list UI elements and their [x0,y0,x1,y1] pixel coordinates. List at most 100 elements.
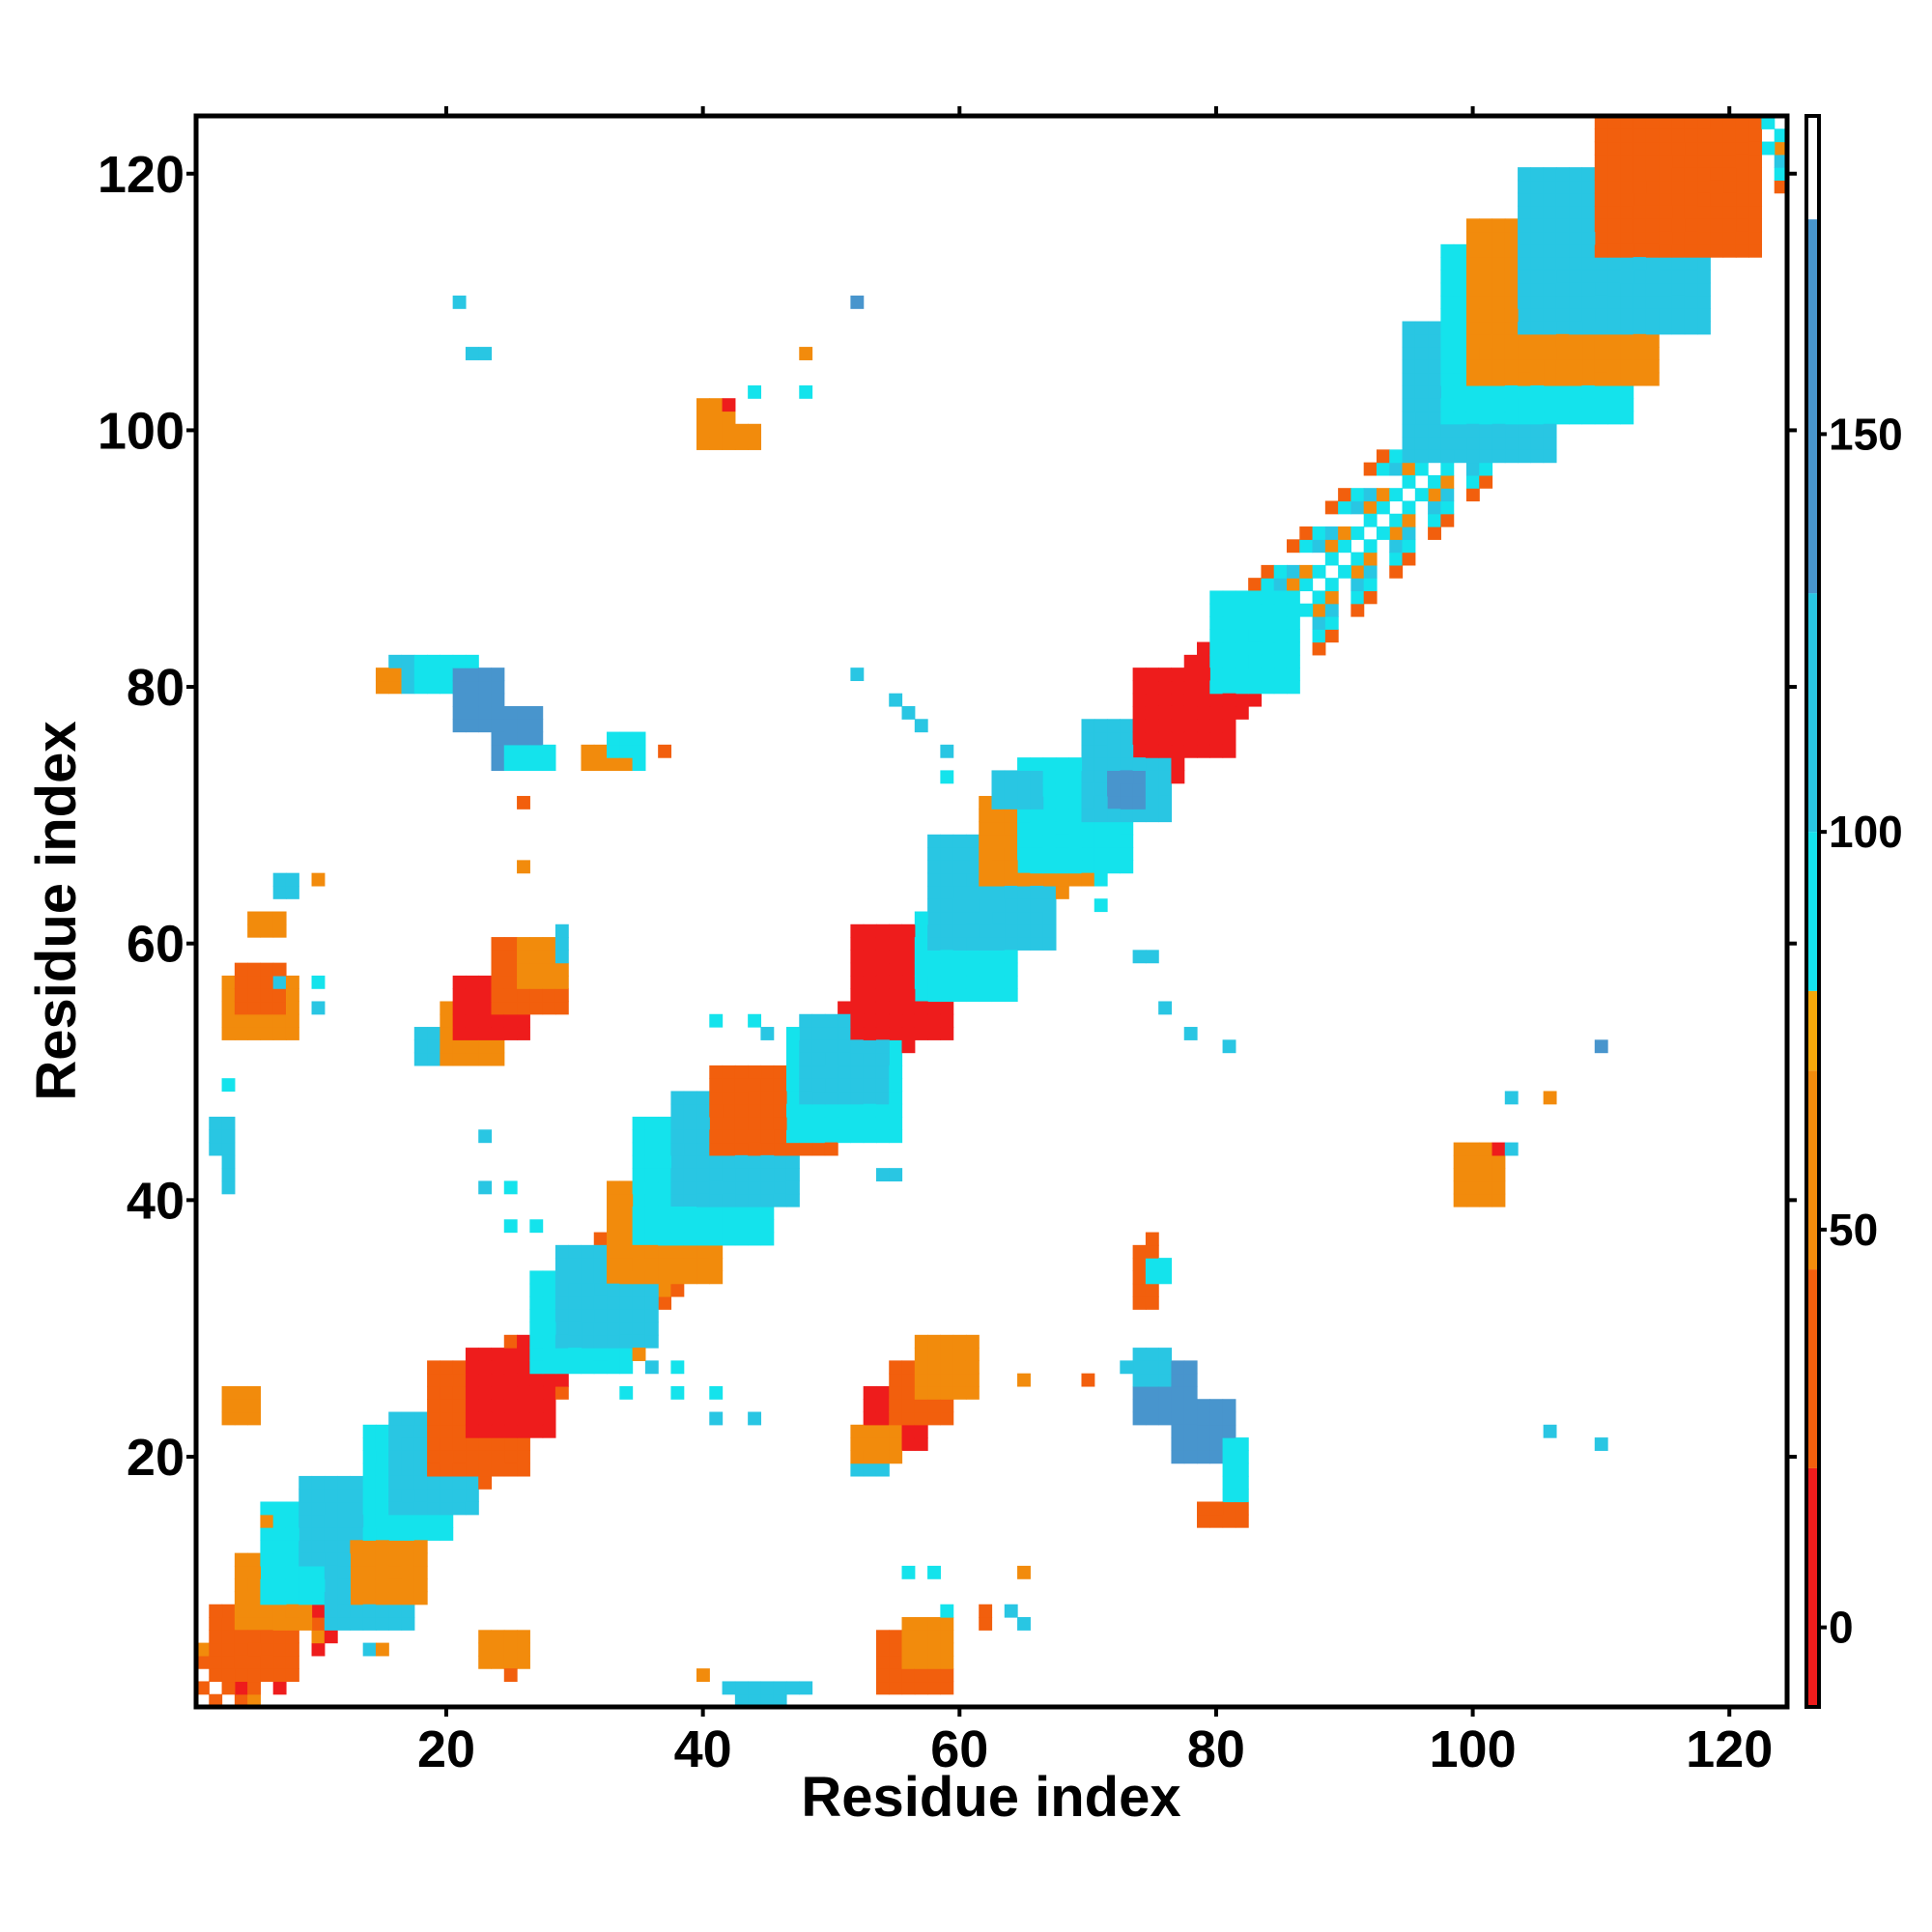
heatmap-cell [1324,526,1339,540]
heatmap-cell [1068,809,1083,823]
heatmap-cell [709,1142,724,1156]
heatmap-cell [1722,180,1737,194]
heatmap-cell [401,1552,415,1567]
heatmap-cell [927,1001,941,1015]
x-tick-label: 80 [1187,1720,1245,1778]
heatmap-cell [863,1103,877,1118]
heatmap-cell [1132,1348,1147,1361]
heatmap-cell [1030,795,1044,810]
heatmap-cell [824,1027,838,1040]
heatmap-cell [1633,333,1647,348]
heatmap-cell [1248,629,1263,643]
heatmap-cell [272,872,287,887]
heatmap-cell [440,1027,454,1040]
heatmap-cell [644,1321,659,1336]
heatmap-cell [1286,680,1300,695]
heatmap-cell [1145,809,1159,823]
heatmap-cell [1004,962,1018,977]
heatmap-cell [1120,757,1134,771]
heatmap-cell [234,1630,248,1644]
heatmap-cell [568,1244,582,1259]
heatmap-cell [388,1578,403,1593]
heatmap-cell [1530,180,1545,194]
heatmap-cell [1273,590,1288,605]
heatmap-cell [1748,218,1763,233]
heatmap-cell [1710,167,1724,182]
heatmap-cell [632,1142,646,1156]
heatmap-cell [478,1373,493,1387]
heatmap-cell [1235,1501,1249,1516]
heatmap-cell [1607,282,1621,297]
heatmap-cell [1363,488,1378,502]
heatmap-cell [413,1411,428,1426]
heatmap-cell [940,1642,954,1657]
heatmap-cell [1081,809,1095,823]
heatmap-cell [1171,744,1185,758]
x-axis-title: Residue index [801,1766,1180,1829]
heatmap-cell [875,1078,890,1093]
heatmap-cell [952,1334,967,1349]
heatmap-cell [452,668,467,682]
heatmap-cell [875,1411,890,1426]
heatmap-cell [478,1630,493,1644]
heatmap-cell [260,1540,274,1554]
heatmap-cell [478,680,493,695]
heatmap-cell [272,911,287,925]
heatmap-cell [619,1385,634,1400]
heatmap-cell [940,950,954,964]
heatmap-cell [1428,449,1441,464]
heatmap-cell [940,1655,954,1669]
heatmap-cell [734,1193,749,1208]
heatmap-cell [927,898,941,913]
heatmap-cell [901,1424,916,1438]
heatmap-cell [1722,205,1737,219]
heatmap-cell [1171,1437,1185,1451]
heatmap-cell [1479,308,1493,323]
heatmap-cell [863,1437,877,1451]
heatmap-cell [863,1385,877,1400]
heatmap-cell [260,1642,274,1657]
heatmap-cell [362,1565,377,1579]
heatmap-cell [1530,398,1545,412]
heatmap-cell [1465,308,1480,323]
y-tick-label: 40 [127,1172,185,1230]
heatmap-cell [260,923,274,938]
heatmap-cell [760,1078,775,1093]
heatmap-cell [503,1463,518,1477]
heatmap-cell [285,1578,299,1593]
heatmap-cell [1774,154,1788,168]
heatmap-cell [1607,243,1621,258]
heatmap-cell [221,1604,236,1618]
heatmap-cell [811,1027,826,1040]
heatmap-cell [1428,513,1441,527]
heatmap-cell [1633,359,1647,374]
heatmap-cell [542,962,556,977]
heatmap-cell [1659,282,1673,297]
heatmap-cell [875,1655,890,1669]
heatmap-cell [979,898,993,913]
heatmap-cell [1620,205,1634,219]
heatmap-cell [529,1270,544,1285]
heatmap-cell [748,1065,762,1079]
heatmap-cell [1428,411,1441,425]
heatmap-cell [388,1617,403,1631]
heatmap-cell [517,719,530,733]
heatmap-cell [1222,1424,1236,1438]
heatmap-cell [1645,270,1660,284]
heatmap-cell [1183,680,1198,695]
heatmap-cell [889,1168,903,1182]
heatmap-cell [1402,437,1416,450]
heatmap-cell [503,1360,518,1375]
heatmap-cell [1645,116,1660,129]
heatmap-cell [619,1258,634,1271]
heatmap-cell [838,1027,851,1040]
heatmap-cell [427,1527,440,1541]
heatmap-cell [1722,154,1737,168]
heatmap-cell [272,1591,287,1605]
heatmap-cell [1222,705,1236,720]
heatmap-cell [1017,872,1031,887]
heatmap-cell [1197,1424,1210,1438]
heatmap-cell [1017,898,1031,913]
heatmap-cell [465,705,479,720]
heatmap-cell [696,1091,710,1105]
